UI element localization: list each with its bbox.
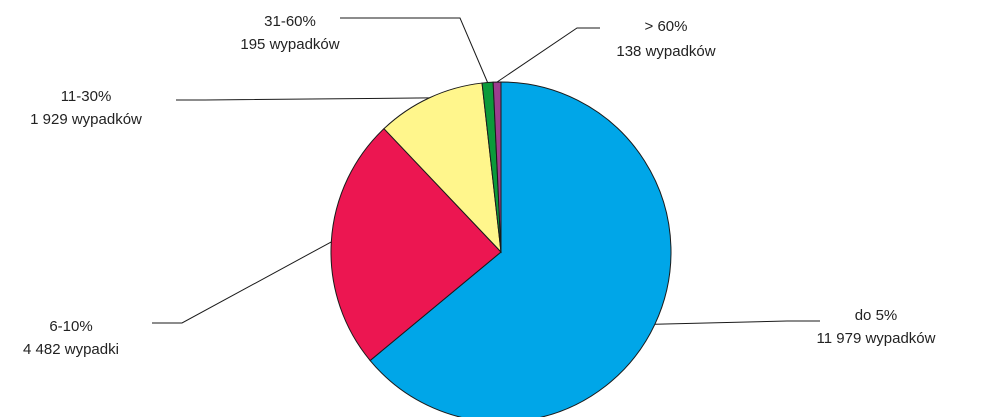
- slice-count-6-10: 4 482 wypadki: [23, 341, 119, 358]
- pie-slice-do-5: [369, 81, 672, 417]
- slice-label-31-60: 31-60%: [264, 13, 316, 30]
- leader-lines: [152, 17, 820, 325]
- slice-label-do-5: do 5%: [855, 307, 898, 324]
- slice-count-gt-60: 138 wypadków: [616, 43, 715, 60]
- slice-count-do-5: 11 979 wypadków: [817, 330, 936, 347]
- leader-line-6-10: [152, 241, 332, 324]
- leader-line-gt-60: [496, 27, 600, 83]
- slice-count-11-30: 1 929 wypadków: [30, 111, 142, 128]
- pie-slices: [330, 81, 672, 417]
- leader-line-31-60: [340, 17, 489, 83]
- pie-slice-gt-60: [492, 81, 502, 253]
- slice-label-gt-60: > 60%: [645, 18, 688, 35]
- pie-slice-11-30: [383, 82, 502, 254]
- slice-count-31-60: 195 wypadków: [240, 36, 339, 53]
- slice-label-6-10: 6-10%: [49, 318, 92, 335]
- leader-line-11-30: [176, 97, 430, 101]
- slice-label-11-30: 11-30%: [61, 88, 112, 105]
- slice-labels: do 5% 11 979 wypadków 6-10% 4 482 wypadki 11…: [23, 13, 936, 358]
- pie-slice-6-10: [330, 127, 502, 362]
- leader-line-do-5: [654, 320, 820, 325]
